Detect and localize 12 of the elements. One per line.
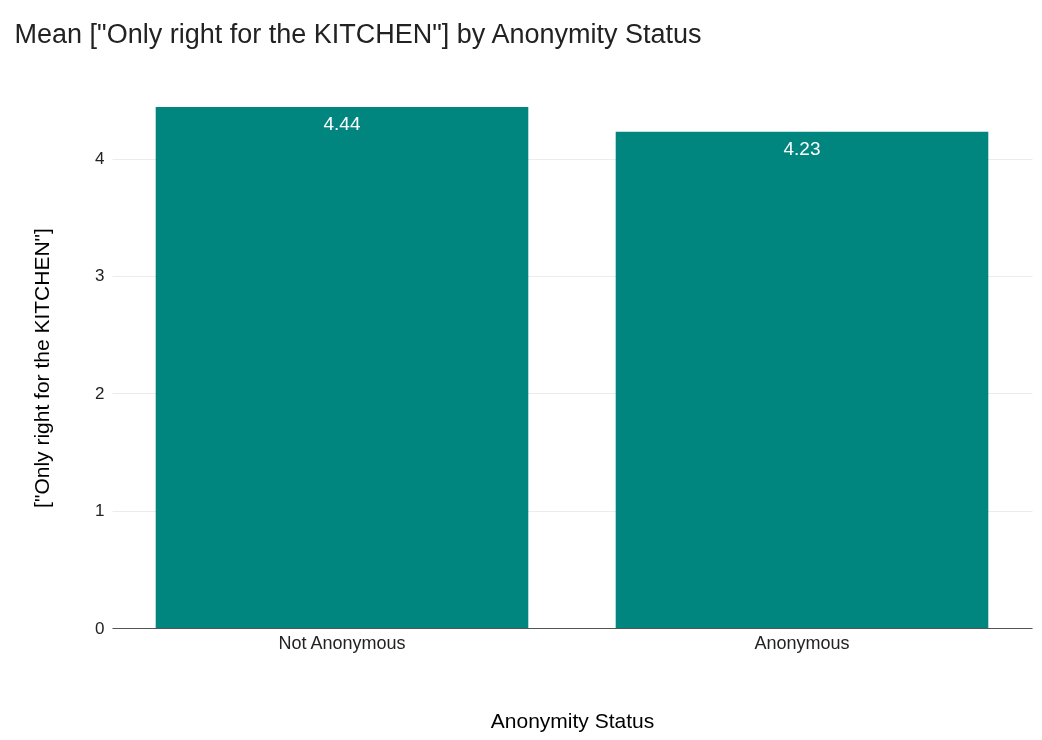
y-tick-label: 2 bbox=[95, 383, 105, 403]
y-tick-label: 4 bbox=[95, 149, 105, 169]
y-tick-label: 3 bbox=[95, 266, 105, 286]
data-label: 4.23 bbox=[783, 137, 821, 159]
x-tick-label: Not Anonymous bbox=[278, 632, 406, 653]
y-tick-label: 0 bbox=[95, 618, 105, 638]
chart-title: Mean ["Only right for the KITCHEN"] by Anonymity Status bbox=[14, 19, 702, 49]
y-axis-title: ["Only right for the KITCHEN"] bbox=[30, 228, 54, 508]
x-axis-title: Anonymity Status bbox=[490, 708, 655, 732]
x-tick-label: Anonymous bbox=[754, 632, 850, 653]
data-label: 4.44 bbox=[323, 113, 361, 134]
y-tick-label: 1 bbox=[95, 501, 105, 521]
